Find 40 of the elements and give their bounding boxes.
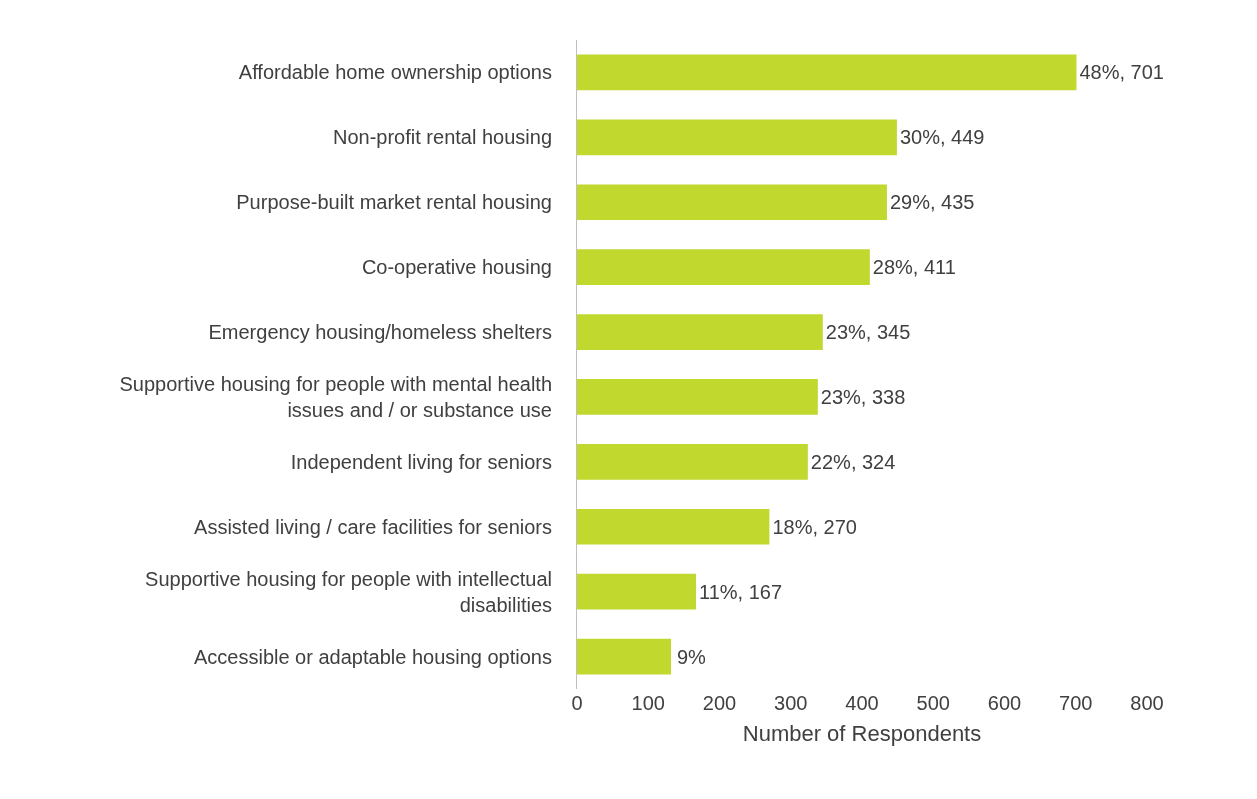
bar — [577, 508, 770, 545]
annotation: 9% — [677, 646, 707, 668]
data-label: 28%, 411 — [872, 256, 956, 279]
bar — [577, 379, 818, 415]
data-label: 29%, 435 — [889, 191, 975, 214]
x-tick-label: 700 — [1059, 692, 1093, 714]
data-label: 11%, 167 — [698, 580, 783, 603]
y-tick-label: Accessible or adaptable housing options — [193, 645, 552, 668]
bar — [577, 184, 887, 221]
data-label: 30%, 449 — [899, 126, 985, 149]
bar — [577, 444, 808, 480]
data-label: 22%, 324 — [810, 450, 896, 473]
x-axis-title: Number of Respondents — [742, 720, 982, 746]
x-tick-label: 400 — [845, 692, 879, 714]
bar — [577, 249, 870, 285]
x-tick-label: 200 — [702, 692, 737, 714]
y-tick-label: Purpose-built market rental housing — [236, 191, 552, 214]
y-tick-label: Supportive housing for people with intellectual disabilities — [145, 567, 552, 616]
y-tick-label: Co-operative housing — [361, 256, 552, 279]
data-label: 23%, 345 — [825, 321, 911, 344]
x-tick-label: 500 — [916, 692, 950, 714]
bar — [577, 314, 823, 350]
data-label: 23%, 338 — [820, 385, 906, 408]
y-tick-label: Non-profit rental housing — [332, 126, 552, 149]
x-tick-label: 100 — [631, 692, 665, 714]
y-tick-label: Emergency housing/homeless shelters — [208, 321, 552, 344]
y-tick-label: Affordable home ownership options — [238, 61, 552, 84]
bar — [577, 638, 672, 675]
x-tick-label: 300 — [774, 692, 808, 714]
bar — [577, 119, 897, 156]
data-label: 18%, 270 — [772, 515, 857, 538]
data-label: 48%, 701 — [1079, 61, 1164, 84]
bar — [577, 54, 1077, 91]
x-tick-label: 600 — [987, 692, 1022, 714]
x-tick-label: 0 — [571, 692, 583, 714]
y-tick-label: Assisted living / care facilities for seniors — [194, 515, 552, 538]
bar — [577, 573, 696, 610]
x-tick-label: 800 — [1130, 692, 1164, 714]
y-tick-label: Supportive housing for people with mental health issues and / or substance use — [119, 372, 552, 421]
y-tick-label: Independent living for seniors — [290, 450, 552, 473]
